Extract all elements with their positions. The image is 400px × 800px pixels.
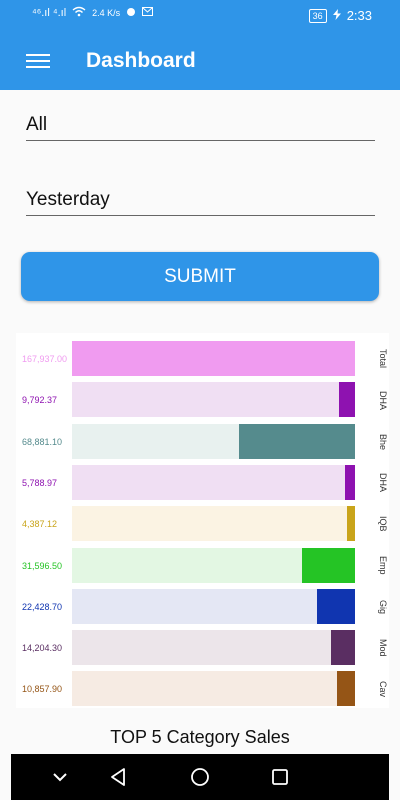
network-speed: 2.4 K/s — [92, 7, 121, 18]
mail-icon — [142, 7, 154, 18]
bar-value-label: 5,788.97 — [22, 477, 58, 488]
chart-row: 31,596.50 Emp — [16, 547, 389, 589]
chart-row: 22,428.70 Gig — [16, 588, 389, 630]
chart-row: 14,204.30 Mod — [16, 630, 389, 671]
recents-icon[interactable] — [269, 766, 291, 788]
bar-track — [72, 382, 355, 418]
system-nav-bar — [11, 754, 389, 800]
clock-time: 2:33 — [346, 8, 372, 23]
status-right: 36 2:33 — [308, 8, 372, 23]
sales-bar-chart: 167,937.00 Total 9,792.37 DHA 68,881.10 Bhe 5,… — [16, 333, 389, 708]
filter-dropdown[interactable]: All — [26, 114, 375, 141]
bar — [317, 588, 355, 624]
bar-track — [72, 671, 355, 707]
category-label: Emp — [378, 556, 388, 575]
chart-row: 10,857.90 Cav — [16, 671, 389, 712]
back-icon[interactable] — [108, 766, 130, 788]
bar-track — [72, 423, 355, 459]
category-label: Cav — [378, 681, 388, 698]
bar-track — [72, 464, 355, 500]
category-label: DHA — [378, 390, 388, 410]
category-label: Bhe — [378, 433, 388, 450]
category-label: Gig — [378, 599, 388, 614]
category-label: IQB — [378, 516, 388, 532]
charging-icon — [332, 8, 341, 23]
bar-track — [72, 547, 355, 583]
battery-icon: 36 — [308, 8, 327, 23]
category-label: DHA — [378, 473, 388, 493]
bar — [347, 506, 355, 542]
bar-value-label: 4,387.12 — [22, 519, 58, 530]
category-label: Mod — [378, 639, 388, 657]
signal-icon: ⁴⁶.ıl ⁴.ıl — [32, 6, 67, 19]
status-left: ⁴⁶.ıl ⁴.ıl 2.4 K/s — [32, 6, 154, 19]
bar — [301, 547, 355, 583]
bar-track — [72, 341, 355, 376]
bar-track — [72, 630, 355, 666]
bar — [72, 341, 355, 376]
bar — [336, 671, 355, 707]
bar-value-label: 31,596.50 — [22, 560, 63, 571]
status-bar: ⁴⁶.ıl ⁴.ıl 2.4 K/s 36 2:33 — [0, 0, 400, 32]
chart-row: 167,937.00 Total — [16, 341, 389, 382]
bar-value-label: 68,881.10 — [22, 436, 63, 447]
bar — [238, 423, 355, 459]
collapse-chevron-icon[interactable] — [49, 766, 71, 788]
bar-track — [72, 588, 355, 624]
hamburger-menu-icon[interactable] — [26, 50, 50, 72]
wifi-icon — [72, 6, 86, 19]
bar — [338, 382, 355, 418]
bar-track — [72, 506, 355, 542]
bar-value-label: 14,204.30 — [22, 643, 63, 654]
page-title: Dashboard — [86, 49, 196, 72]
bar-value-label: 22,428.70 — [22, 601, 63, 612]
chart-row: 4,387.12 IQB — [16, 506, 389, 547]
bar — [345, 464, 355, 500]
bar — [331, 630, 355, 666]
chart-caption: TOP 5 Category Sales — [110, 727, 290, 747]
bar-value-label: 9,792.37 — [22, 395, 58, 406]
chart-row: 68,881.10 Bhe — [16, 423, 389, 465]
home-icon[interactable] — [189, 766, 211, 788]
bar-value-label: 10,857.90 — [22, 684, 63, 695]
category-label: Total — [378, 349, 388, 369]
chart-row: 5,788.97 DHA — [16, 464, 389, 506]
bar-value-label: 167,937.00 — [22, 354, 68, 364]
app-bar: Dashboard — [0, 32, 400, 90]
notification-dot-icon — [126, 7, 136, 19]
submit-button[interactable]: SUBMIT — [21, 252, 379, 301]
period-dropdown[interactable]: Yesterday — [26, 189, 375, 216]
chart-row: 9,792.37 DHA — [16, 382, 389, 423]
